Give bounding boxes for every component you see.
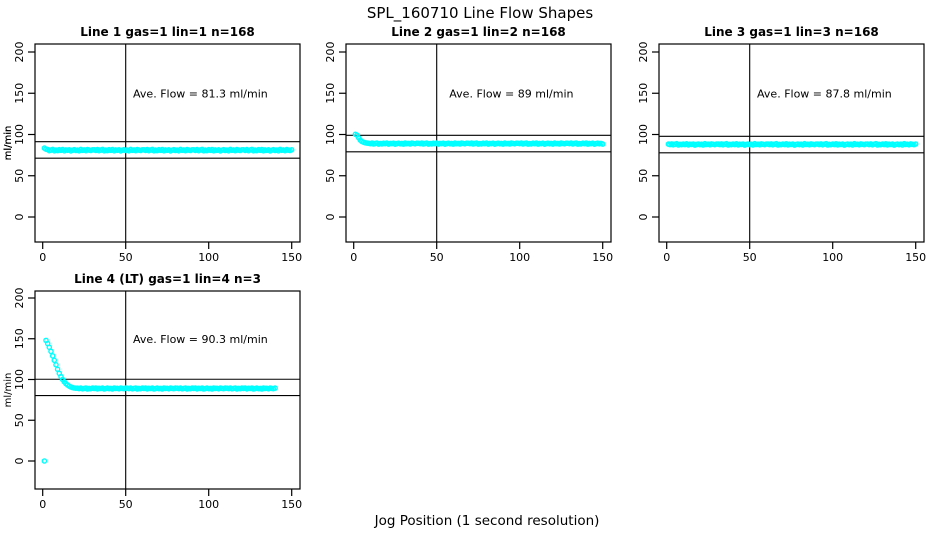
panel-3-y-axis-label: ml/min [3,126,14,161]
panel-1-plot-box [34,43,301,243]
panel-1-y-tick-label: 50 [13,169,26,183]
panel-2-y-tick-label: 50 [324,169,337,183]
panel-2-y-tick-label: 150 [324,83,337,104]
panel-3-y-tick-label: 0 [637,214,650,221]
panel-4-x-tick-label: 0 [39,498,46,511]
panel-4-x-tick-label: 100 [198,498,219,511]
panel-1-y-tick-label: 100 [13,124,26,145]
panel-4-y-axis-label: ml/min [3,373,14,408]
panel-2-x-tick-label: 50 [430,251,444,264]
panel-3-y-tick-label: 100 [637,124,650,145]
panel-2-x-tick-label: 100 [509,251,530,264]
panel-2-x-tick-label: 150 [592,251,613,264]
panel-3-avg-flow-annotation: Ave. Flow = 87.8 ml/min [757,87,892,100]
panel-1-y-tick-label: 0 [13,214,26,221]
panel-4-y-tick-label: 200 [13,288,26,309]
panel-4-x-tick-label: 150 [281,498,302,511]
page-title: SPL_160710 Line Flow Shapes [366,4,594,22]
panel-1-y-tick-label: 200 [13,42,26,63]
panel-1-x-tick-label: 150 [281,251,302,264]
panel-1-x-tick-label: 100 [198,251,219,264]
panel-3-x-tick-label: 150 [905,251,926,264]
panel-4-title: Line 4 (LT) gas=1 lin=4 n=3 [74,272,261,286]
panel-1-avg-flow-annotation: Ave. Flow = 81.3 ml/min [133,87,268,100]
panel-3-x-tick-label: 0 [663,251,670,264]
x-axis-label: Jog Position (1 second resolution) [374,513,600,529]
panel-2-y-axis-label: ml/min [3,126,14,161]
panel-1-title: Line 1 gas=1 lin=1 n=168 [80,25,255,39]
panel-4-y-tick-label: 150 [13,328,26,349]
panel-2-y-tick-label: 100 [324,124,337,145]
panel-3-x-tick-label: 100 [822,251,843,264]
panel-1-x-tick-label: 50 [119,251,133,264]
panel-3-x-tick-label: 50 [743,251,757,264]
panel-4-plot-box [34,290,301,490]
panel-2-y-tick-label: 0 [324,214,337,221]
panel-1-y-axis-label: ml/min [3,126,14,161]
panel-3-title: Line 3 gas=1 lin=3 n=168 [704,25,879,39]
panel-2-plot-box [345,43,612,243]
panel-2-title: Line 2 gas=1 lin=2 n=168 [391,25,566,39]
panel-3-y-tick-label: 150 [637,83,650,104]
panel-4-y-tick-label: 100 [13,369,26,390]
panel-4-x-tick-label: 50 [119,498,133,511]
panel-3-data-points [665,140,919,148]
panel-4-avg-flow-annotation: Ave. Flow = 90.3 ml/min [133,333,268,346]
panel-1-data-points [41,145,295,154]
panel-2-x-tick-label: 0 [350,251,357,264]
panel-3-y-tick-label: 50 [637,169,650,183]
panel-1-x-tick-label: 0 [39,251,46,264]
panel-2-avg-flow-annotation: Ave. Flow = 89 ml/min [449,87,573,100]
panel-4-y-tick-label: 50 [13,413,26,427]
panel-2-data-points [352,131,606,147]
panel-2-y-tick-label: 200 [324,42,337,63]
panel-4-y-tick-label: 0 [13,458,26,465]
panel-3-plot-box [658,43,925,243]
panel-4-data-points [41,337,278,464]
panel-3-y-tick-label: 200 [637,42,650,63]
panel-1-y-tick-label: 150 [13,83,26,104]
